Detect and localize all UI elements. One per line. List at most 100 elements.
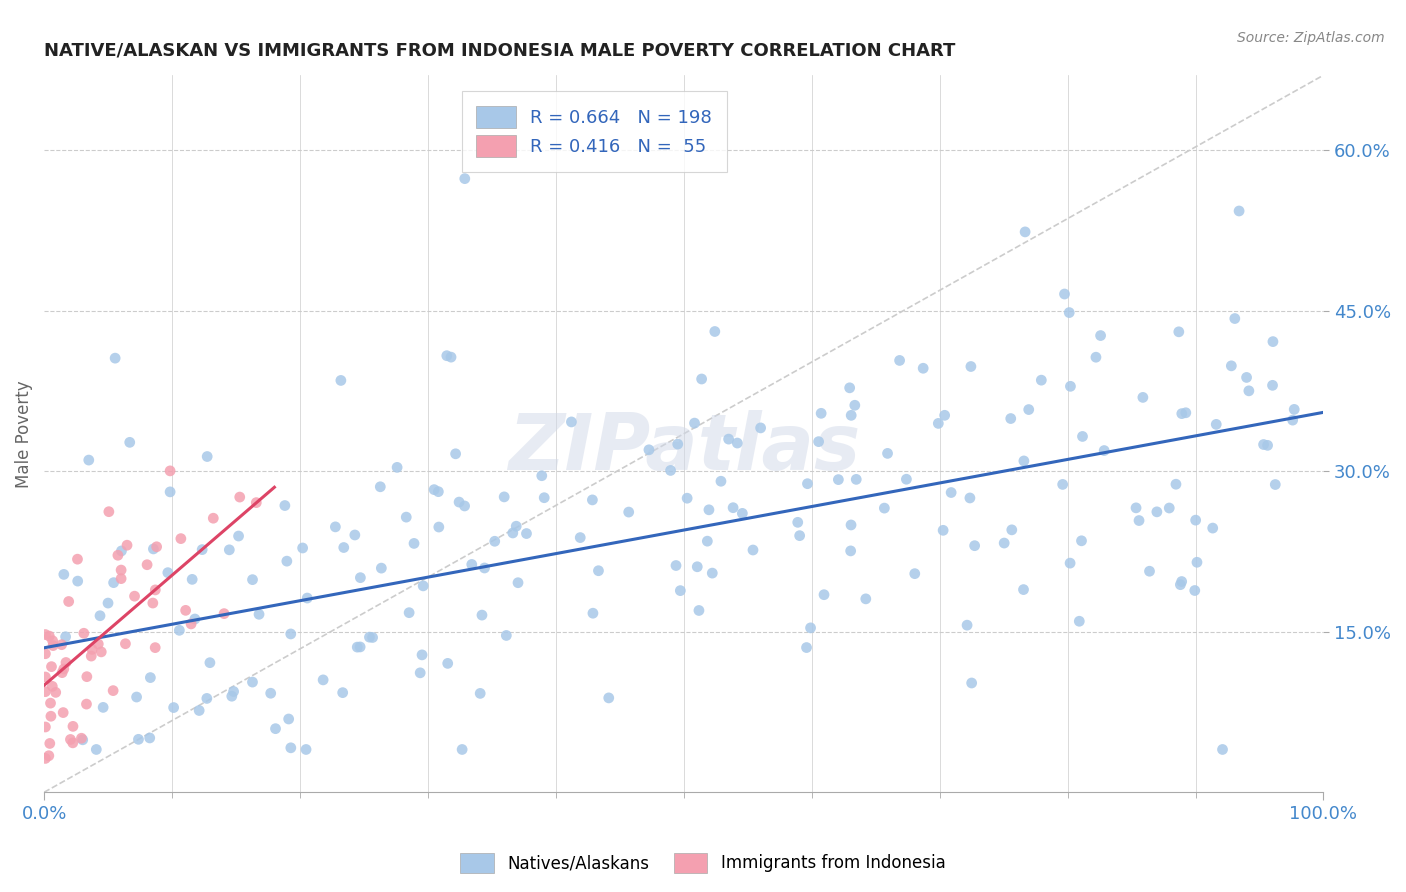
Point bbox=[813, 588, 835, 602]
Point bbox=[115, 538, 138, 552]
Point bbox=[471, 608, 494, 623]
Point bbox=[807, 434, 830, 449]
Point bbox=[191, 542, 214, 557]
Point bbox=[412, 579, 434, 593]
Point bbox=[66, 574, 89, 588]
Point bbox=[228, 529, 250, 543]
Point bbox=[696, 534, 718, 549]
Y-axis label: Male Poverty: Male Poverty bbox=[15, 380, 32, 488]
Point bbox=[1202, 521, 1225, 535]
Point bbox=[533, 491, 555, 505]
Point bbox=[156, 566, 179, 580]
Point bbox=[1264, 477, 1286, 491]
Point bbox=[142, 541, 165, 556]
Point bbox=[889, 353, 911, 368]
Point bbox=[839, 518, 862, 533]
Point bbox=[959, 491, 981, 505]
Point bbox=[1236, 370, 1258, 384]
Point bbox=[502, 525, 524, 540]
Point bbox=[162, 700, 184, 714]
Point bbox=[41, 659, 63, 673]
Point bbox=[90, 645, 112, 659]
Text: Source: ZipAtlas.com: Source: ZipAtlas.com bbox=[1237, 31, 1385, 45]
Point bbox=[717, 432, 740, 446]
Point bbox=[174, 603, 197, 617]
Point bbox=[796, 476, 818, 491]
Point bbox=[934, 409, 956, 423]
Point bbox=[1184, 513, 1206, 527]
Point bbox=[1146, 505, 1168, 519]
Point bbox=[956, 618, 979, 632]
Point bbox=[114, 637, 136, 651]
Point bbox=[1012, 454, 1035, 468]
Point bbox=[932, 524, 955, 538]
Point bbox=[332, 541, 354, 555]
Point bbox=[169, 624, 191, 638]
Point bbox=[963, 539, 986, 553]
Point bbox=[280, 740, 302, 755]
Point bbox=[1164, 477, 1187, 491]
Point bbox=[1253, 437, 1275, 451]
Point bbox=[332, 686, 354, 700]
Point bbox=[368, 480, 391, 494]
Point bbox=[77, 453, 100, 467]
Point bbox=[1212, 742, 1234, 756]
Point bbox=[1257, 438, 1279, 452]
Point bbox=[1000, 411, 1022, 425]
Point bbox=[87, 637, 110, 651]
Point bbox=[34, 684, 56, 698]
Point bbox=[402, 536, 425, 550]
Point bbox=[789, 529, 811, 543]
Point bbox=[1059, 379, 1081, 393]
Point bbox=[139, 671, 162, 685]
Point bbox=[904, 566, 927, 581]
Point bbox=[361, 631, 384, 645]
Point bbox=[474, 561, 496, 575]
Point bbox=[876, 446, 898, 460]
Point bbox=[97, 596, 120, 610]
Point bbox=[494, 490, 516, 504]
Point bbox=[939, 485, 962, 500]
Point bbox=[810, 406, 832, 420]
Point bbox=[34, 720, 56, 734]
Point bbox=[1185, 555, 1208, 569]
Point bbox=[638, 442, 661, 457]
Point bbox=[312, 673, 335, 687]
Point bbox=[731, 507, 754, 521]
Point bbox=[195, 450, 218, 464]
Point bbox=[181, 573, 204, 587]
Point bbox=[993, 536, 1015, 550]
Point bbox=[39, 709, 62, 723]
Point bbox=[73, 626, 96, 640]
Point bbox=[276, 554, 298, 568]
Point bbox=[669, 583, 692, 598]
Point bbox=[697, 503, 720, 517]
Point bbox=[97, 505, 120, 519]
Point bbox=[506, 575, 529, 590]
Point bbox=[229, 490, 252, 504]
Point bbox=[80, 642, 103, 657]
Point bbox=[188, 704, 211, 718]
Point bbox=[665, 558, 688, 573]
Point bbox=[1018, 402, 1040, 417]
Point bbox=[34, 670, 56, 684]
Point bbox=[659, 463, 682, 477]
Point bbox=[470, 686, 492, 700]
Point bbox=[202, 511, 225, 525]
Point bbox=[683, 416, 706, 430]
Point bbox=[104, 351, 127, 366]
Point bbox=[55, 630, 77, 644]
Point bbox=[1014, 225, 1036, 239]
Point bbox=[409, 665, 432, 680]
Point bbox=[440, 350, 463, 364]
Point bbox=[142, 596, 165, 610]
Point bbox=[260, 686, 283, 700]
Point bbox=[398, 606, 420, 620]
Point bbox=[170, 532, 193, 546]
Point bbox=[827, 473, 849, 487]
Point bbox=[58, 594, 80, 608]
Point bbox=[690, 372, 713, 386]
Point bbox=[51, 665, 73, 680]
Point bbox=[1092, 443, 1115, 458]
Point bbox=[1057, 305, 1080, 319]
